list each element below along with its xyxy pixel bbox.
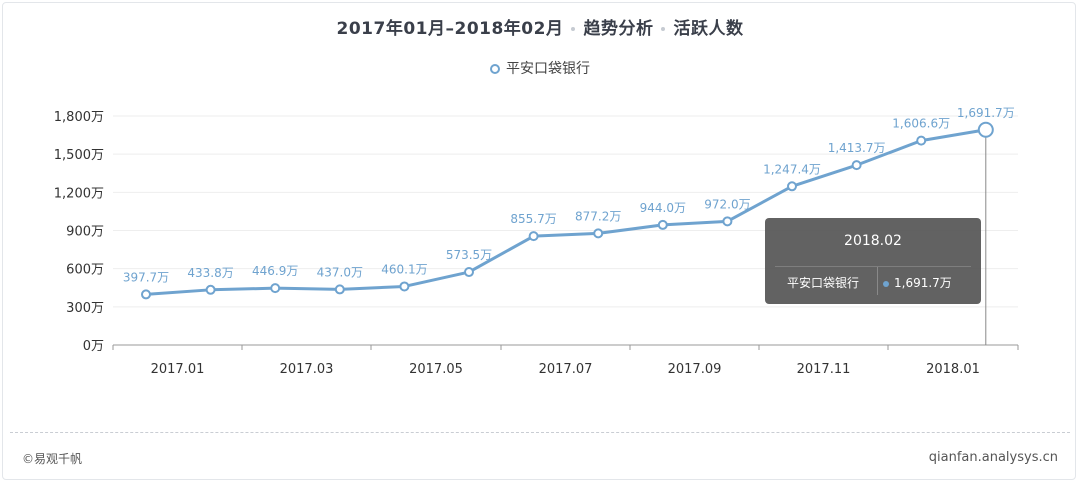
legend-series-label: 平安口袋银行 [506,61,590,77]
tooltip-value: 1,691.7万 [894,276,952,290]
x-tick-label: 2017.05 [409,362,463,377]
data-label: 433.8万 [187,266,233,280]
data-point [141,289,151,300]
data-point [399,281,410,292]
data-point [657,219,668,230]
data-label: 397.7万 [123,270,169,284]
data-point [270,283,281,294]
title-separator-dot [661,27,666,31]
y-tick-label: 1,200万 [54,186,104,201]
data-point [787,181,797,192]
y-tick-label: 300万 [66,301,104,316]
data-label: 877.2万 [575,209,621,223]
x-tick-label: 2017.07 [539,362,593,377]
data-point [722,216,733,227]
footer-copyright: ©易观千帆 [22,452,83,466]
y-tick-label: 900万 [66,225,104,240]
title-separator-dot [571,27,576,31]
data-point [205,284,216,295]
tooltip-series-dot-icon [883,280,889,287]
series-line [145,128,987,296]
data-label: 1,691.7万 [957,106,1015,120]
data-point [916,135,927,146]
data-tooltip: 2018.02 平安口袋银行 1,691.7万 [765,218,981,304]
x-tick-label: 2018.01 [926,362,980,377]
title-period: 2017年01月–2018年02月 [336,19,564,39]
data-point [464,267,474,278]
data-point [334,284,345,295]
x-tick-label: 2017.11 [797,362,851,377]
footer-divider [10,432,1070,433]
tooltip-separator [877,267,878,295]
x-tick-label: 2017.09 [668,362,722,377]
data-label: 1,606.6万 [892,117,950,131]
data-label: 437.0万 [317,265,363,279]
chart-title: 2017年01月–2018年02月 趋势分析 活跃人数 [0,14,1080,39]
legend[interactable]: 平安口袋银行 [0,58,1080,78]
y-tick-label: 600万 [66,263,104,278]
data-point [851,160,862,171]
data-label: 460.1万 [381,262,427,276]
data-label: 446.9万 [252,264,298,278]
tooltip-title: 2018.02 [844,233,902,249]
footer-site-link[interactable]: qianfan.analysys.cn [928,450,1058,465]
x-tick-label: 2017.01 [151,362,205,377]
title-metric: 活跃人数 [673,19,744,39]
data-label: 944.0万 [640,201,686,215]
y-tick-label: 0万 [83,339,104,354]
x-tick-label: 2017.03 [280,362,334,377]
data-point [977,121,994,138]
tooltip-series-name: 平安口袋银行 [787,276,860,290]
data-point [593,228,604,239]
tooltip-row: 平安口袋银行 1,691.7万 [775,266,971,295]
data-label: 972.0万 [704,197,750,211]
data-label: 855.7万 [510,212,556,226]
data-label: 1,247.4万 [763,162,821,176]
data-point [528,231,539,242]
y-tick-label: 1,800万 [54,110,104,125]
tooltip-value-wrap: 1,691.7万 [883,274,952,291]
legend-marker-icon [490,64,500,74]
data-label: 1,413.7万 [828,141,886,155]
y-tick-label: 1,500万 [54,148,104,163]
data-label: 573.5万 [446,248,492,262]
title-section: 趋势分析 [583,19,654,39]
